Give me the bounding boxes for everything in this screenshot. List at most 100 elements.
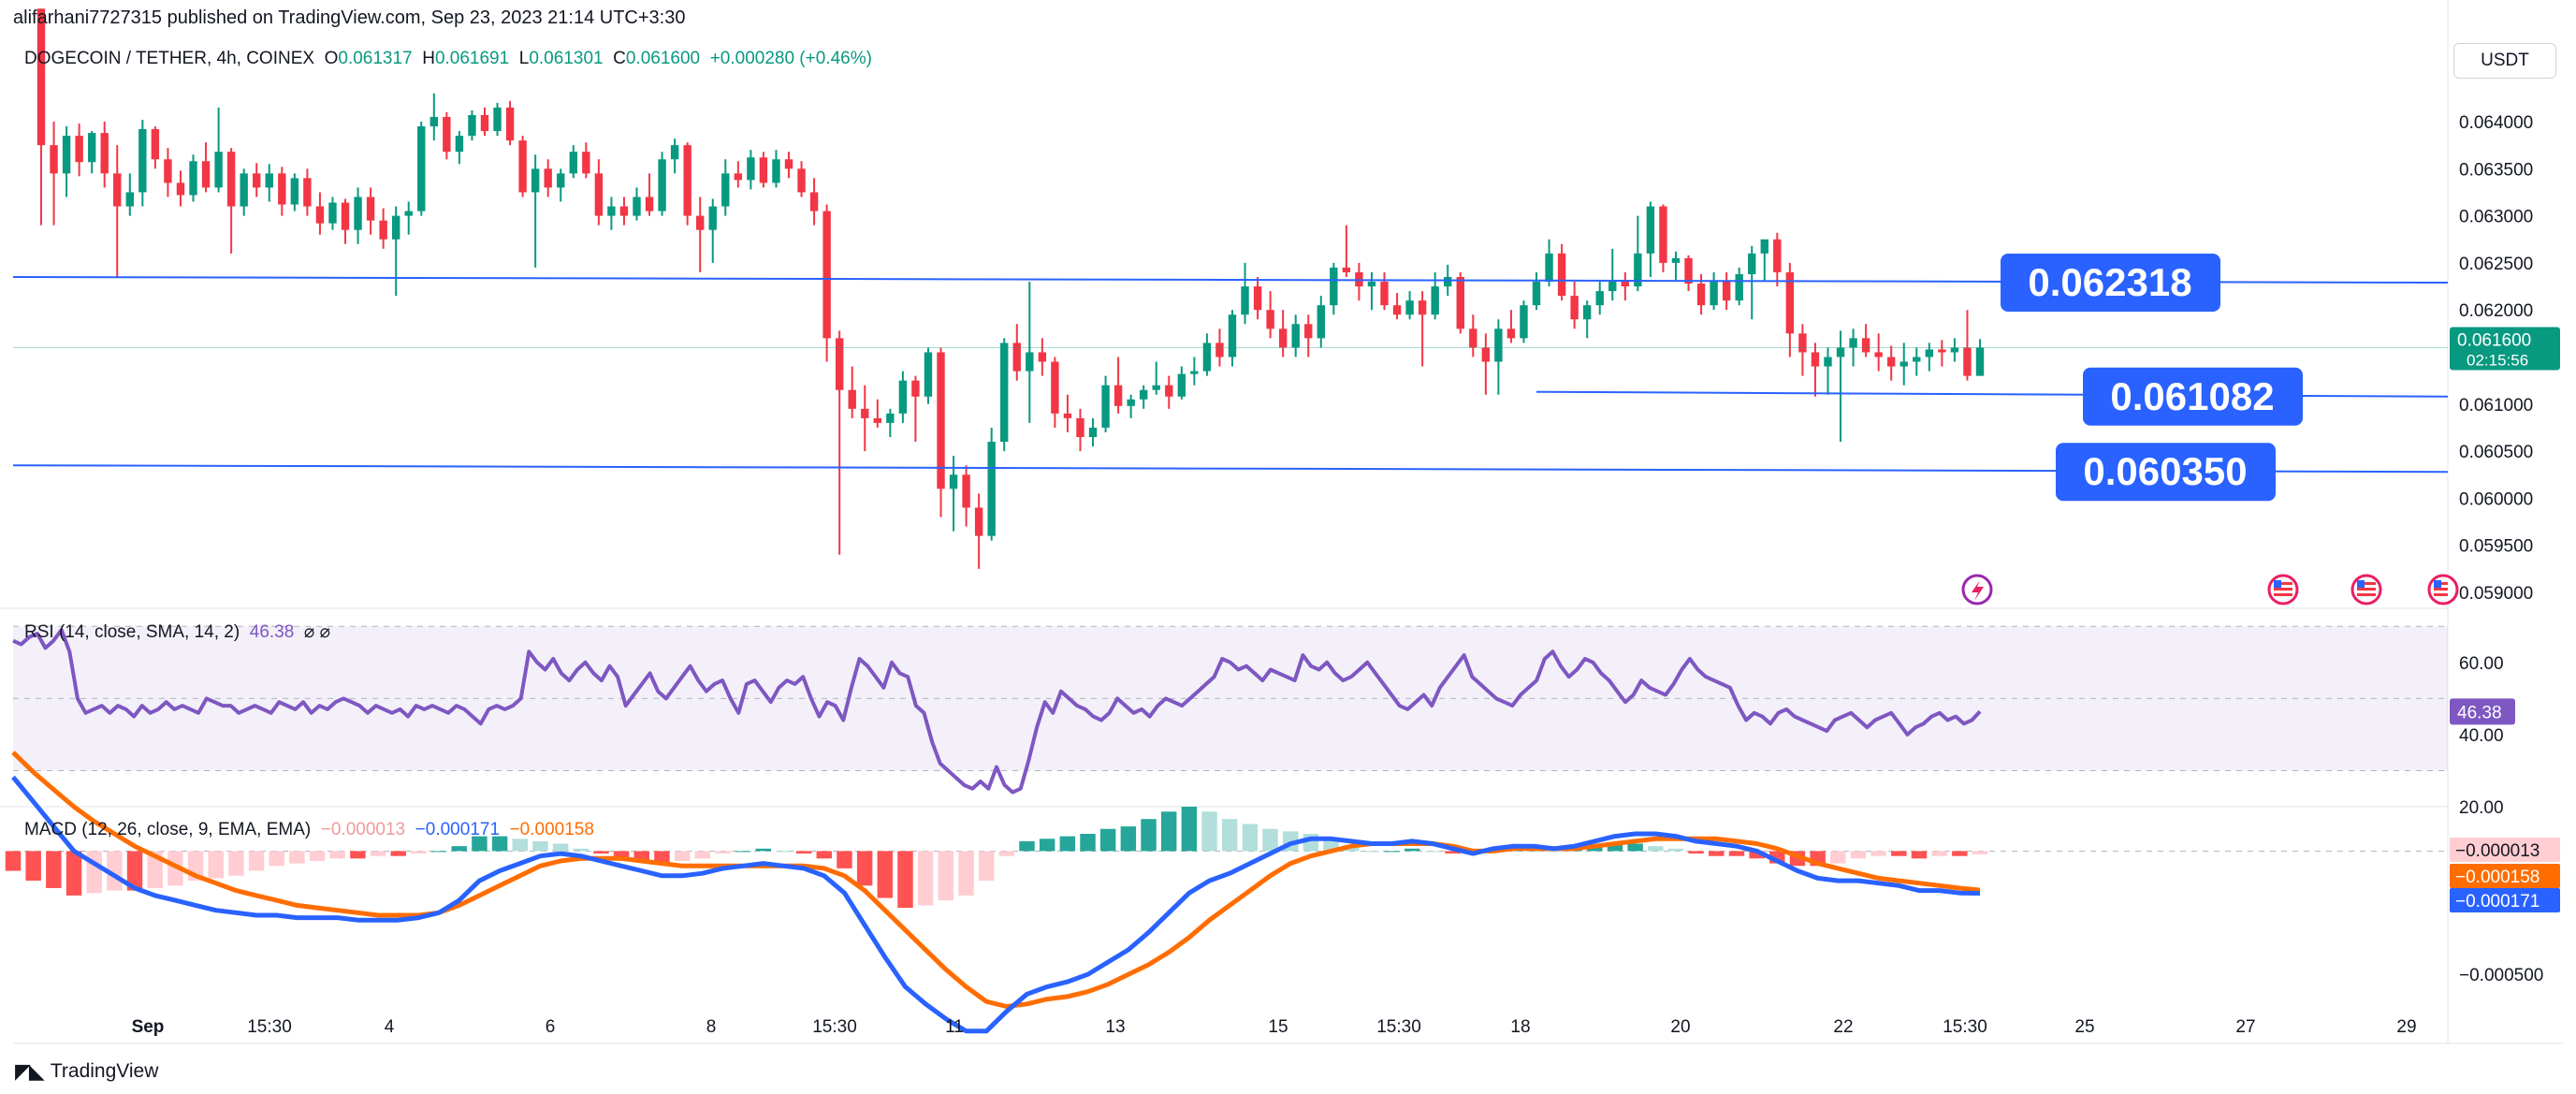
open-label: O xyxy=(324,49,339,68)
candle-body xyxy=(240,173,248,207)
currency-button[interactable]: USDT xyxy=(2453,43,2556,79)
macd-histogram-bar xyxy=(1242,824,1259,852)
candle-body xyxy=(1557,253,1566,297)
candle-body xyxy=(391,215,400,240)
candle-body xyxy=(835,338,844,390)
macd-histogram-bar xyxy=(694,851,711,859)
us-flag-event-icon[interactable] xyxy=(2267,574,2299,605)
dividend-icon[interactable] xyxy=(1961,574,1993,605)
rsi-tick-label: 40.00 xyxy=(2459,726,2504,746)
candle-body xyxy=(1113,385,1123,406)
candle-body xyxy=(1722,282,1731,301)
candle-body xyxy=(303,178,312,207)
candle-body xyxy=(468,114,476,137)
macd-histogram-bar xyxy=(491,836,508,852)
candle-body xyxy=(1330,267,1338,306)
candle-body xyxy=(455,136,464,153)
macd-histogram-bar xyxy=(248,851,265,871)
candle-body xyxy=(87,133,96,163)
level-badge-label: 0.062318 xyxy=(2028,260,2191,304)
candle-body xyxy=(1076,417,1084,438)
tradingview-logo[interactable]: ◤◣ TradingView xyxy=(15,1059,158,1084)
time-tick-label: 15:30 xyxy=(812,1017,857,1037)
macd-histogram-bar xyxy=(837,851,852,868)
us-flag-event-icon[interactable] xyxy=(2350,574,2382,605)
macd-histogram-bar xyxy=(715,851,731,854)
candle-body xyxy=(658,159,666,212)
candle-body xyxy=(429,116,439,127)
rsi-value-badge xyxy=(2450,698,2515,725)
macd-histogram-bar xyxy=(1404,848,1420,852)
symbol-name[interactable]: DOGECOIN / TETHER, 4h, COINEX xyxy=(24,49,315,68)
candle-body xyxy=(1190,371,1199,374)
macd-histogram-bar xyxy=(877,851,894,898)
time-tick-label: Sep xyxy=(132,1017,165,1037)
macd-histogram-bar xyxy=(1709,851,1725,856)
candle-body xyxy=(1431,286,1439,315)
candle-body xyxy=(226,152,236,207)
candle-body xyxy=(379,220,387,240)
macd-histogram-bar xyxy=(289,851,305,864)
macd-histogram-bar xyxy=(735,851,751,853)
candle-body xyxy=(924,352,933,397)
time-tick-label: 11 xyxy=(945,1017,964,1037)
candle-body xyxy=(315,206,325,224)
tradingview-brand: TradingView xyxy=(50,1060,159,1082)
candle-body xyxy=(138,129,147,193)
candle-body xyxy=(898,380,908,414)
candle-body xyxy=(911,380,920,397)
candle-body xyxy=(1367,282,1376,287)
price-tick-label: 0.063500 xyxy=(2459,160,2533,180)
time-tick-label: 13 xyxy=(1105,1017,1125,1037)
macd-histogram-bar xyxy=(1972,851,1988,854)
candle-body xyxy=(569,152,577,174)
candle-body xyxy=(1000,343,1009,443)
macd-histogram-bar xyxy=(1141,819,1157,852)
candle-body xyxy=(1824,357,1832,367)
macd-histogram-bar xyxy=(958,851,974,896)
candle-body xyxy=(1481,347,1491,362)
us-flag-event-icon[interactable] xyxy=(2427,574,2459,605)
low-label: L xyxy=(518,49,530,68)
macd-histogram-bar xyxy=(269,851,284,867)
candle-body xyxy=(253,173,261,188)
candle-body xyxy=(747,157,755,181)
macd-histogram-bar xyxy=(1181,807,1198,852)
last-price-badge xyxy=(2450,327,2560,371)
macd-histogram-bar xyxy=(613,851,630,859)
candle-body xyxy=(290,178,299,205)
candle-body xyxy=(822,211,831,339)
macd-histogram-bar xyxy=(1221,819,1238,852)
macd-histogram-bar xyxy=(795,851,812,854)
candle-body xyxy=(1811,352,1820,367)
candle-body xyxy=(708,206,717,230)
time-tick-label: 18 xyxy=(1510,1017,1530,1037)
level-badge-label: 0.061082 xyxy=(2110,374,2274,418)
candle-body xyxy=(784,159,793,169)
macd-histogram-bar xyxy=(573,848,589,852)
countdown-value: 02:15:56 xyxy=(2467,351,2528,369)
macd-histogram-bar xyxy=(755,848,772,852)
macd-axis-badge-label: −0.000158 xyxy=(2455,868,2540,887)
candle-body xyxy=(417,126,426,212)
candle-body xyxy=(1177,373,1186,397)
price-tick-label: 0.059000 xyxy=(2459,584,2533,604)
candle-body xyxy=(809,192,819,212)
rsi-title: RSI (14, close, SMA, 14, 2) xyxy=(24,622,240,642)
candle-body xyxy=(125,192,134,207)
candle-body xyxy=(607,206,616,216)
macd-histogram-bar xyxy=(1445,851,1461,854)
macd-histogram-bar xyxy=(1080,833,1096,852)
rsi-legend: RSI (14, close, SMA, 14, 2) 46.38 ⌀ ⌀ xyxy=(24,621,330,643)
macd-signal-line xyxy=(11,751,1981,1009)
event-icons xyxy=(1961,574,2459,605)
candle-body xyxy=(1861,338,1870,353)
macd-histogram-bar xyxy=(1830,851,1846,864)
candle-body xyxy=(214,152,223,188)
candle-body xyxy=(1735,273,1743,301)
macd-histogram-bar xyxy=(5,851,22,871)
candle-body xyxy=(1887,357,1896,367)
macd-axis-badge xyxy=(2450,864,2560,888)
macd-histogram-bar xyxy=(1546,851,1563,853)
